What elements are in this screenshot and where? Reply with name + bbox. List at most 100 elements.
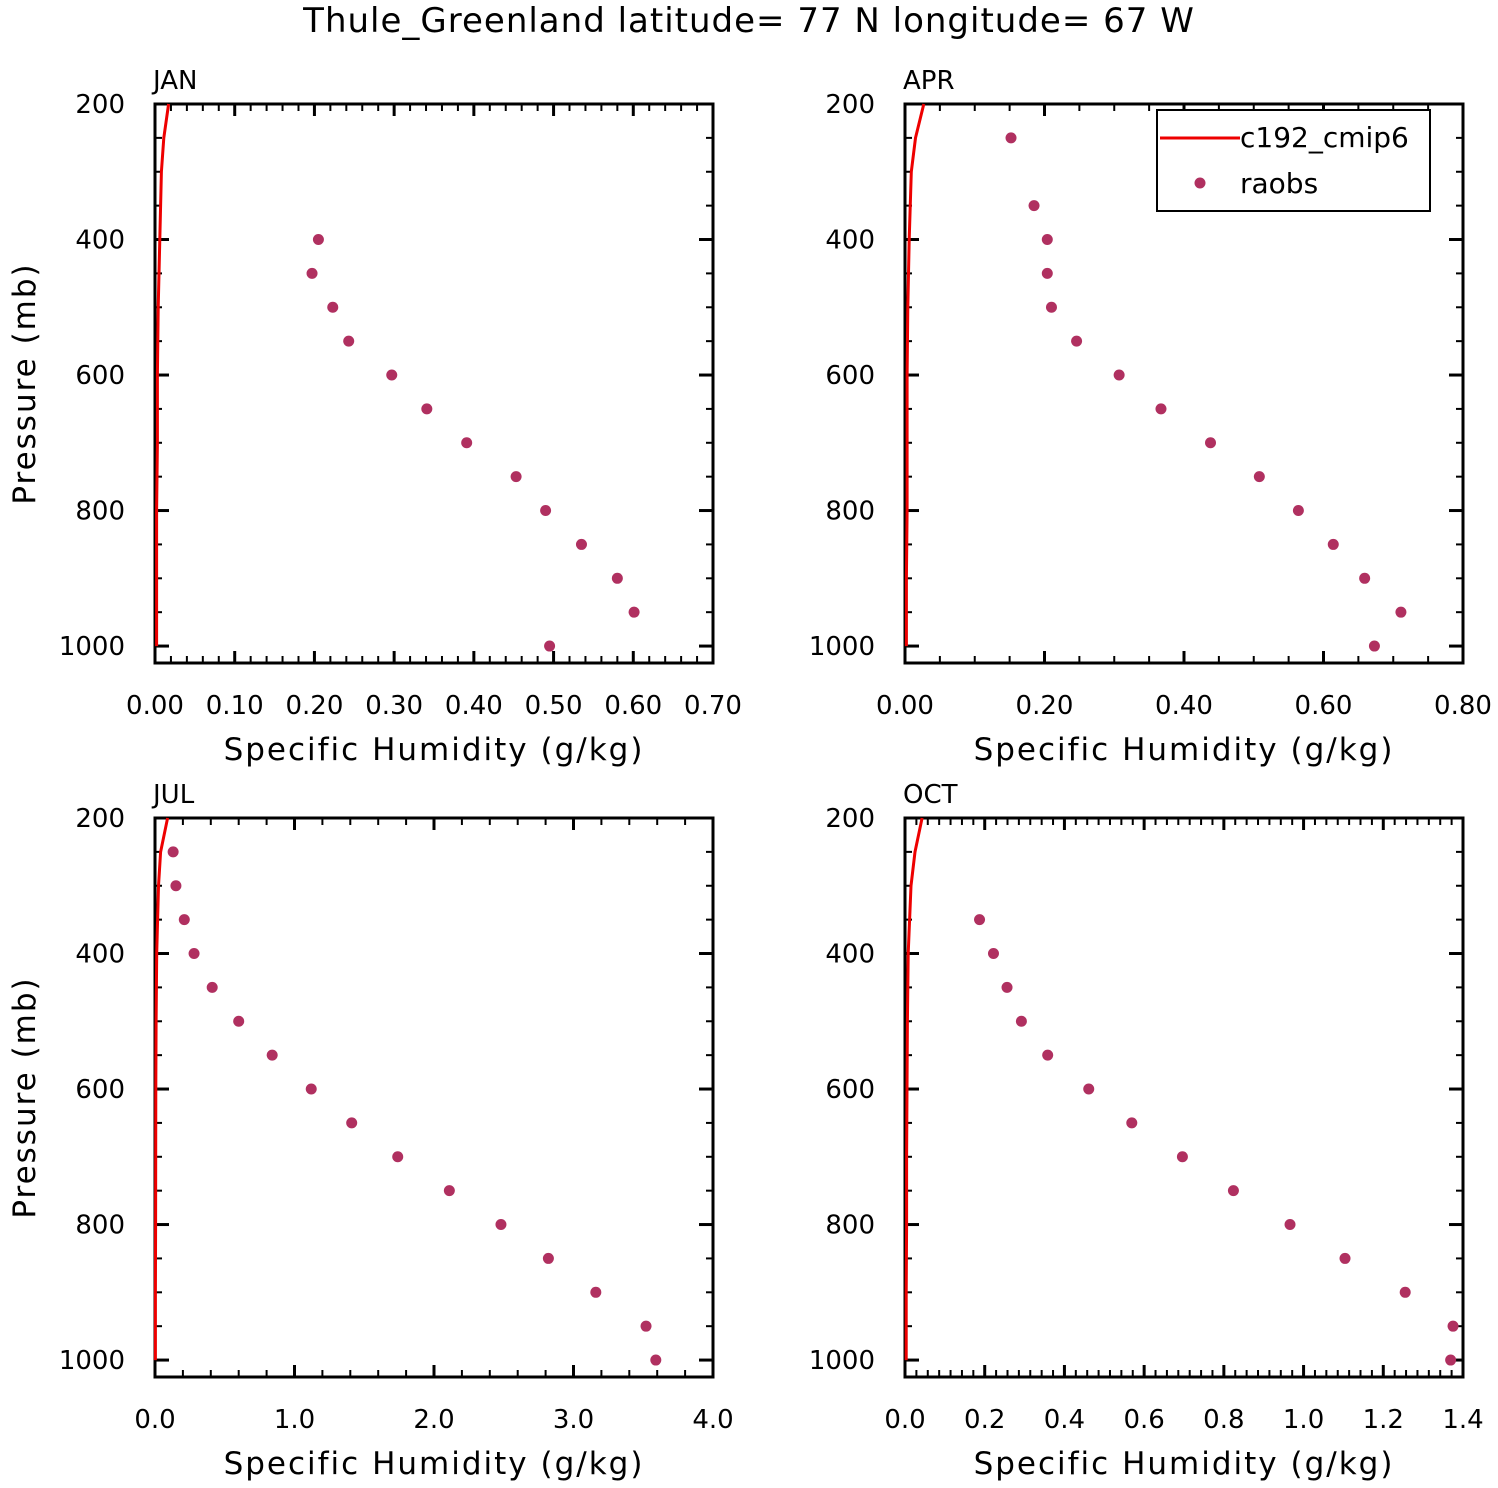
obs-point <box>1083 1083 1095 1095</box>
obs-point <box>1359 572 1371 584</box>
panel-label-apr: APR <box>903 66 955 96</box>
y-tick-label: 1000 <box>809 1346 875 1376</box>
panel-label-jan: JAN <box>151 66 197 96</box>
obs-point <box>346 1117 358 1129</box>
obs-point <box>542 1252 554 1264</box>
obs-point <box>1327 538 1339 550</box>
x-tick-label: 2.0 <box>413 1405 454 1435</box>
y-tick-label: 600 <box>825 361 875 391</box>
x-tick-label: 0.50 <box>525 691 583 721</box>
obs-point <box>987 948 999 960</box>
y-tick-label: 200 <box>75 90 125 120</box>
x-tick-label: 0.20 <box>285 691 343 721</box>
obs-point <box>1045 301 1057 313</box>
legend-box <box>1156 109 1431 212</box>
obs-point <box>392 1151 404 1163</box>
obs-point <box>188 948 200 960</box>
obs-point <box>233 1015 245 1027</box>
obs-point <box>1113 369 1125 381</box>
y-tick-label: 800 <box>75 1211 125 1241</box>
x-tick-label: 0.20 <box>1016 691 1074 721</box>
obs-point <box>421 403 433 415</box>
obs-point <box>1042 1049 1054 1061</box>
obs-point <box>1368 640 1380 652</box>
x-tick-label: 0.40 <box>445 691 503 721</box>
obs-point <box>206 981 218 993</box>
plot-frame-oct <box>903 816 1465 1379</box>
obs-point <box>167 846 179 858</box>
x-tick-label: 0.60 <box>1295 691 1353 721</box>
panel-oct: 0.0 0.2 0.4 0.6 0.8 1.0 1.2 1.4 200 400 600 800 1000… <box>809 780 1484 1482</box>
obs-point <box>327 301 339 313</box>
y-tick-label: 400 <box>75 940 125 970</box>
obs-point <box>312 234 324 246</box>
x-tick-label: 0.00 <box>876 691 934 721</box>
obs-point <box>1005 132 1017 144</box>
obs-point <box>343 335 355 347</box>
x-tick-label: 0.0 <box>884 1405 925 1435</box>
obs-point <box>178 914 190 926</box>
y-tick-label: 600 <box>75 1075 125 1105</box>
obs-point <box>1253 471 1265 483</box>
y-axis-label: Pressure (mb) <box>7 262 43 504</box>
y-tick-label: 800 <box>75 497 125 527</box>
plot-frame-jan <box>153 102 715 665</box>
obs-point <box>575 538 587 550</box>
x-tick-label: 0.6 <box>1123 1405 1164 1435</box>
x-tick-label: 0.8 <box>1203 1405 1244 1435</box>
obs-point <box>590 1286 602 1298</box>
obs-point <box>1339 1252 1351 1264</box>
obs-point <box>443 1185 455 1197</box>
obs-point <box>495 1219 507 1231</box>
x-tick-label: 0.0 <box>134 1405 175 1435</box>
x-tick-label: 3.0 <box>553 1405 594 1435</box>
x-tick-label: 1.4 <box>1442 1405 1483 1435</box>
x-axis-label: Specific Humidity (g/kg) <box>224 1446 645 1482</box>
panel-jul: 0.0 1.0 2.0 3.0 4.0 200 400 600 800 1000 JUL Specif… <box>7 780 734 1482</box>
legend-obs-label: raobs <box>1240 167 1318 200</box>
obs-point <box>510 471 522 483</box>
model-line-oct <box>904 817 924 1361</box>
panel-label-jul: JUL <box>151 780 195 810</box>
obs-point <box>1071 335 1083 347</box>
obs-point <box>1445 1354 1457 1366</box>
x-tick-label: 1.0 <box>274 1405 315 1435</box>
obs-point <box>1015 1015 1027 1027</box>
obs-point <box>540 505 552 517</box>
obs-point <box>1399 1286 1411 1298</box>
model-line-jul <box>153 817 170 1361</box>
x-tick-label: 0.70 <box>684 691 742 721</box>
y-tick-label: 200 <box>825 804 875 834</box>
x-tick-label: 0.40 <box>1155 691 1213 721</box>
obs-point <box>1155 403 1167 415</box>
obs-point <box>974 914 986 926</box>
y-tick-label: 800 <box>825 497 875 527</box>
figure-title: Thule_Greenland latitude= 77 N longitude… <box>302 1 1195 41</box>
x-tick-label: 0.60 <box>604 691 662 721</box>
x-tick-label: 0.30 <box>365 691 423 721</box>
obs-point <box>1176 1151 1188 1163</box>
obs-point <box>640 1320 652 1332</box>
obs-point <box>386 369 398 381</box>
obs-point <box>1292 505 1304 517</box>
obs-point <box>1126 1117 1138 1129</box>
x-tick-label: 0.4 <box>1044 1405 1085 1435</box>
x-tick-label: 0.10 <box>206 691 264 721</box>
x-tick-label: 0.80 <box>1434 691 1492 721</box>
y-tick-label: 1000 <box>809 632 875 662</box>
y-tick-label: 200 <box>825 90 875 120</box>
x-tick-label: 4.0 <box>692 1405 733 1435</box>
y-tick-label: 1000 <box>59 632 125 662</box>
y-tick-label: 600 <box>825 1075 875 1105</box>
obs-point <box>1041 267 1053 279</box>
obs-point <box>1395 606 1407 618</box>
y-axis-label: Pressure (mb) <box>7 976 43 1218</box>
y-tick-label: 600 <box>75 361 125 391</box>
model-line-apr <box>904 103 926 647</box>
x-axis-label: Specific Humidity (g/kg) <box>974 1446 1395 1482</box>
panel-apr: 0.00 0.20 0.40 0.60 0.80 200 400 600 800 1000 APR S… <box>809 66 1492 768</box>
obs-point <box>461 437 473 449</box>
y-tick-label: 800 <box>825 1211 875 1241</box>
x-axis-label: Specific Humidity (g/kg) <box>224 732 645 768</box>
